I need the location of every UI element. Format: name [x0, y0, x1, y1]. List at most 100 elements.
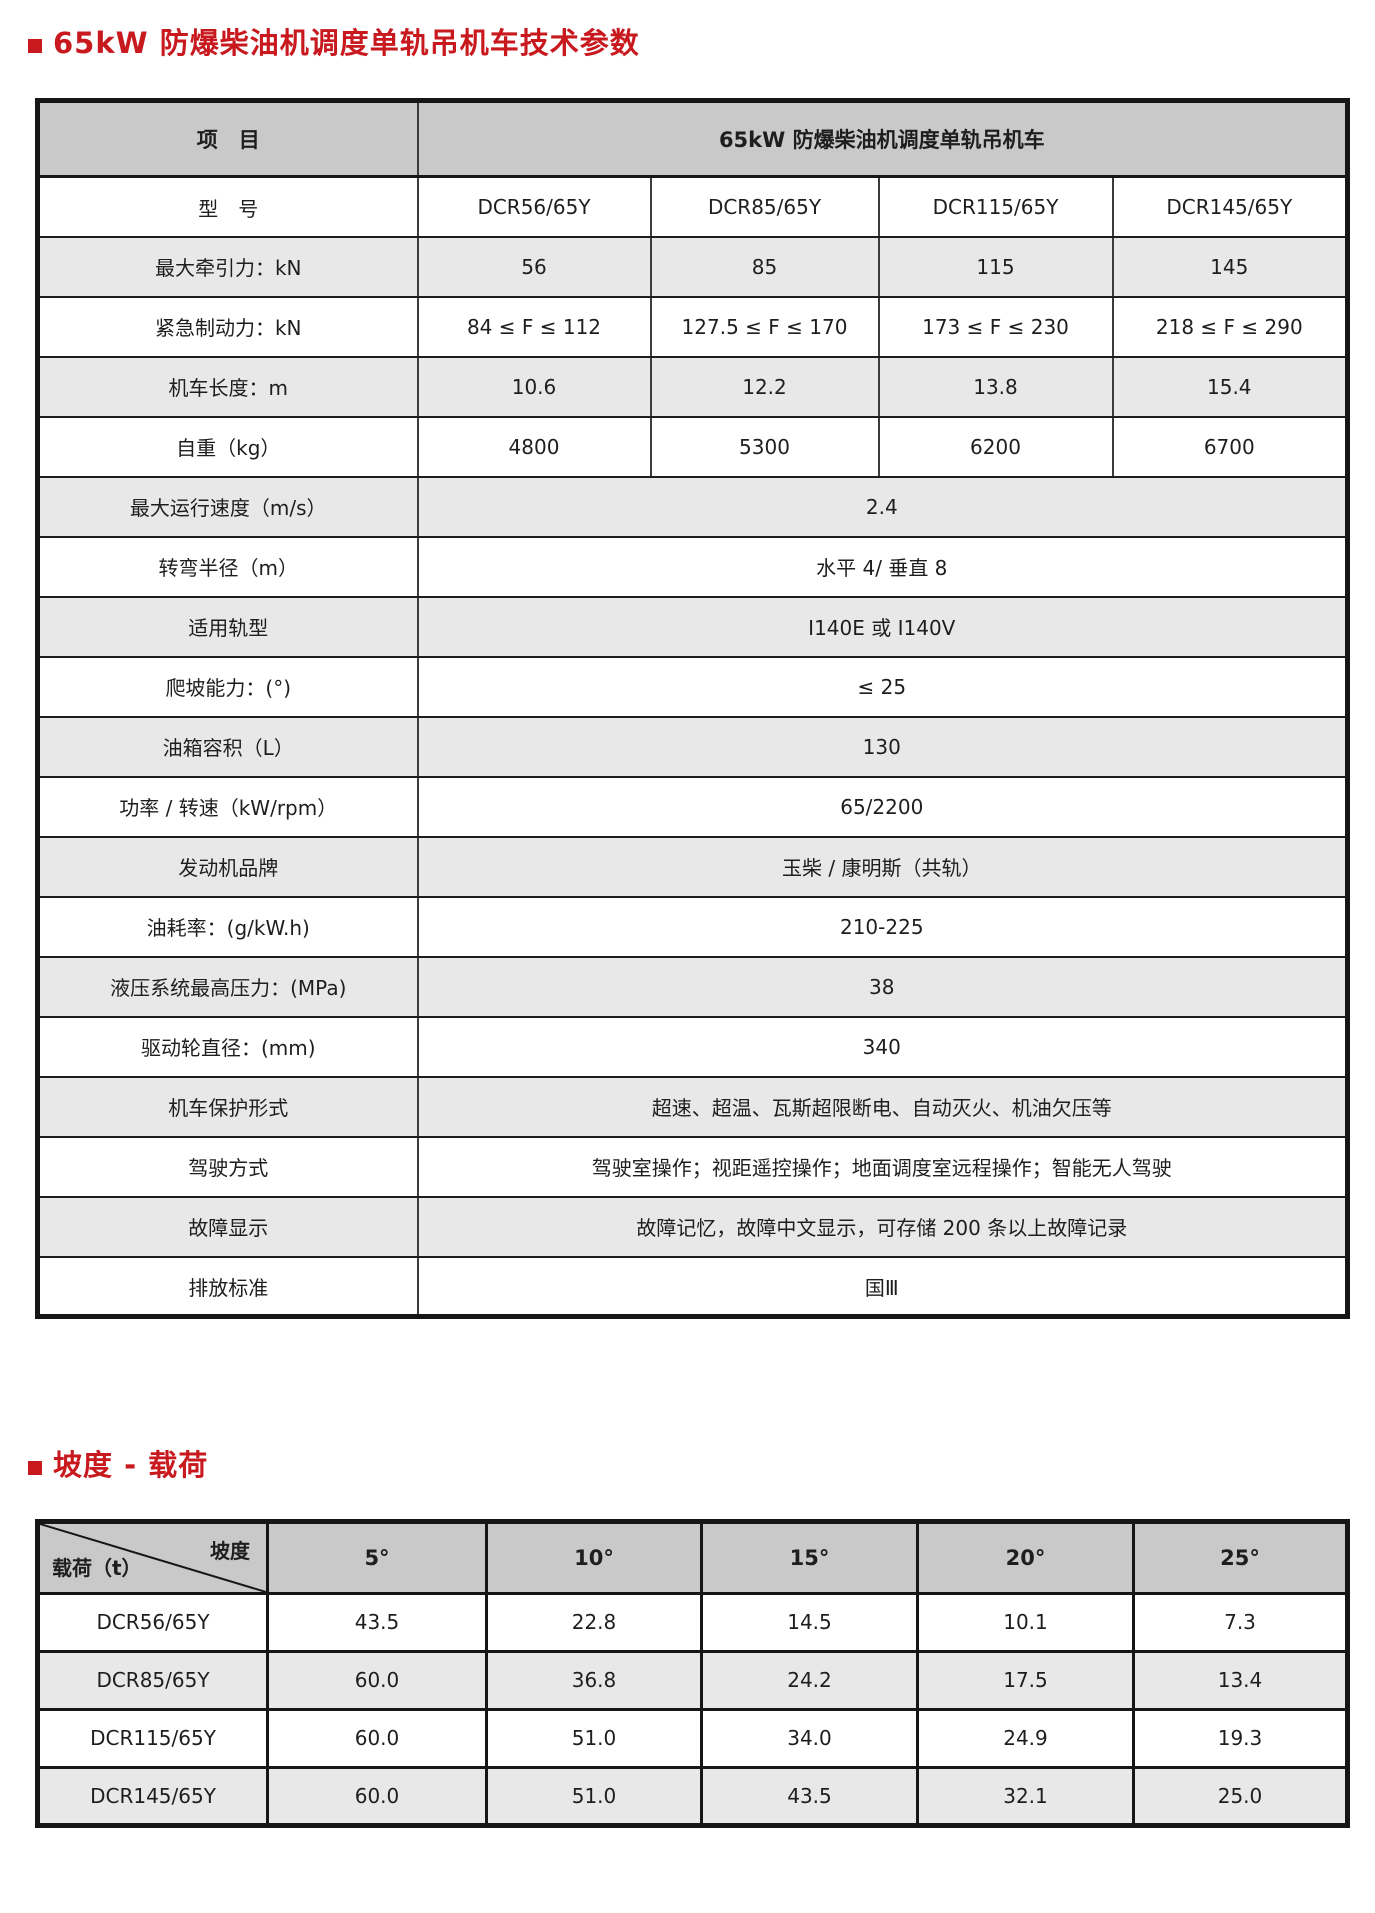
corner-label-load: 载荷（t）	[52, 1555, 142, 1580]
spec-value: 85	[649, 235, 880, 298]
spec-label: 驱动轮直径：(mm)	[36, 1015, 419, 1078]
spec-value: 56	[416, 235, 652, 298]
load-value: 32.1	[916, 1765, 1135, 1827]
spec-value-span: 210-225	[416, 895, 1349, 958]
spec-value: 84 ≤ F ≤ 112	[416, 295, 652, 358]
table-row: 驾驶方式 驾驶室操作；视距遥控操作；地面调度室远程操作；智能无人驾驶	[36, 1135, 1349, 1198]
spec-label: 故障显示	[36, 1195, 419, 1258]
red-square-bullet	[28, 38, 42, 53]
spec-header-group: 65kW 防爆柴油机调度单轨吊机车	[416, 99, 1349, 179]
spec-value: 145	[1111, 235, 1349, 298]
table-row: 爬坡能力：(°) ≤ 25	[36, 655, 1349, 718]
load-value: 10.1	[916, 1591, 1135, 1653]
spec-value: 218 ≤ F ≤ 290	[1111, 295, 1349, 358]
spec-value-span: 340	[416, 1015, 1349, 1078]
load-value: 60.0	[266, 1649, 488, 1711]
spec-value-span: 130	[416, 715, 1349, 778]
spec-table: 项 目 65kW 防爆柴油机调度单轨吊机车 型 号 DCR56/65Y DCR8…	[35, 98, 1351, 1320]
table-row: 自重（kg） 4800 5300 6200 6700	[36, 415, 1349, 478]
table-row: 油箱容积（L） 130	[36, 715, 1349, 778]
spec-label: 最大牵引力：kN	[36, 235, 419, 298]
table-row: 液压系统最高压力：(MPa) 38	[36, 955, 1349, 1018]
table-row: 发动机品牌 玉柴 / 康明斯（共轨）	[36, 835, 1349, 898]
spec-value: 5300	[649, 415, 880, 478]
spec-value-span: 65/2200	[416, 775, 1349, 838]
model-label: DCR56/65Y	[36, 1591, 269, 1653]
table-row: 驱动轮直径：(mm) 340	[36, 1015, 1349, 1078]
spec-value: DCR56/65Y	[416, 175, 652, 238]
load-value: 24.9	[916, 1707, 1135, 1769]
spec-label: 排放标准	[36, 1255, 419, 1318]
slope-table-header-row: 坡度 载荷（t） 5° 10° 15° 20° 25°	[36, 1519, 1349, 1595]
spec-value: 6700	[1111, 415, 1349, 478]
spec-value: 13.8	[877, 355, 1114, 418]
spec-label: 功率 / 转速（kW/rpm）	[36, 775, 419, 838]
spec-value: 173 ≤ F ≤ 230	[877, 295, 1114, 358]
spec-value-span: 超速、超温、瓦斯超限断电、自动灭火、机油欠压等	[416, 1075, 1349, 1138]
load-value: 60.0	[266, 1765, 488, 1827]
spec-value-span: ≤ 25	[416, 655, 1349, 718]
spec-value: 4800	[416, 415, 652, 478]
spec-value-span: 玉柴 / 康明斯（共轨）	[416, 835, 1349, 898]
table-row: 转弯半径（m） 水平 4/ 垂直 8	[36, 535, 1349, 598]
spec-value: 15.4	[1111, 355, 1349, 418]
spec-label: 液压系统最高压力：(MPa)	[36, 955, 419, 1018]
spec-value: 6200	[877, 415, 1114, 478]
load-value: 51.0	[485, 1765, 703, 1827]
table-row: 油耗率：(g/kW.h) 210-225	[36, 895, 1349, 958]
red-square-bullet	[28, 1461, 42, 1476]
spec-table-header-row: 项 目 65kW 防爆柴油机调度单轨吊机车	[36, 99, 1349, 179]
angle-header: 15°	[700, 1519, 919, 1595]
table-row: 紧急制动力：kN 84 ≤ F ≤ 112 127.5 ≤ F ≤ 170 17…	[36, 295, 1349, 358]
spec-label: 紧急制动力：kN	[36, 295, 419, 358]
load-value: 43.5	[700, 1765, 919, 1827]
spec-label: 最大运行速度（m/s）	[36, 475, 419, 538]
model-label: DCR145/65Y	[36, 1765, 269, 1827]
spec-label: 转弯半径（m）	[36, 535, 419, 598]
model-label: DCR115/65Y	[36, 1707, 269, 1769]
table-row: 最大牵引力：kN 56 85 115 145	[36, 235, 1349, 298]
slope-load-table: 坡度 载荷（t） 5° 10° 15° 20° 25° DCR56/65Y 43…	[35, 1518, 1350, 1828]
spec-label: 驾驶方式	[36, 1135, 419, 1198]
spec-value: DCR85/65Y	[649, 175, 880, 238]
model-label: DCR85/65Y	[36, 1649, 269, 1711]
spec-label: 机车长度：m	[36, 355, 419, 418]
angle-header: 10°	[485, 1519, 703, 1595]
spec-value-span: 国Ⅲ	[416, 1255, 1349, 1318]
spec-value-span: I140E 或 I140V	[416, 595, 1349, 658]
table-row: DCR56/65Y 43.5 22.8 14.5 10.1 7.3	[36, 1591, 1349, 1653]
spec-header-item: 项 目	[36, 99, 419, 179]
load-value: 22.8	[485, 1591, 703, 1653]
diagonal-divider-line	[40, 1524, 266, 1592]
spec-label: 油箱容积（L）	[36, 715, 419, 778]
table-row: 机车长度：m 10.6 12.2 13.8 15.4	[36, 355, 1349, 418]
spec-value: 115	[877, 235, 1114, 298]
spec-label: 适用轨型	[36, 595, 419, 658]
load-value: 34.0	[700, 1707, 919, 1769]
spec-label: 油耗率：(g/kW.h)	[36, 895, 419, 958]
spec-label: 型 号	[36, 175, 419, 238]
section1-heading: 65kW 防爆柴油机调度单轨吊机车技术参数	[53, 26, 640, 60]
table-row: 故障显示 故障记忆，故障中文显示，可存储 200 条以上故障记录	[36, 1195, 1349, 1258]
spec-value: DCR145/65Y	[1111, 175, 1349, 238]
spec-value-span: 驾驶室操作；视距遥控操作；地面调度室远程操作；智能无人驾驶	[416, 1135, 1349, 1198]
spec-value-span: 故障记忆，故障中文显示，可存储 200 条以上故障记录	[416, 1195, 1349, 1258]
spec-value: DCR115/65Y	[877, 175, 1114, 238]
diagonal-header-cell: 坡度 载荷（t）	[36, 1519, 269, 1595]
spec-label: 发动机品牌	[36, 835, 419, 898]
angle-header: 5°	[266, 1519, 488, 1595]
spec-value: 12.2	[649, 355, 880, 418]
load-value: 51.0	[485, 1707, 703, 1769]
spec-value-span: 2.4	[416, 475, 1349, 538]
section2-title: 坡度 - 载荷	[28, 1448, 1375, 1482]
load-value: 43.5	[266, 1591, 488, 1653]
table-row: 适用轨型 I140E 或 I140V	[36, 595, 1349, 658]
spec-label: 爬坡能力：(°)	[36, 655, 419, 718]
load-value: 14.5	[700, 1591, 919, 1653]
angle-header: 25°	[1132, 1519, 1349, 1595]
angle-header: 20°	[916, 1519, 1135, 1595]
spec-label: 自重（kg）	[36, 415, 419, 478]
load-value: 13.4	[1132, 1649, 1349, 1711]
spec-value-span: 水平 4/ 垂直 8	[416, 535, 1349, 598]
load-value: 60.0	[266, 1707, 488, 1769]
